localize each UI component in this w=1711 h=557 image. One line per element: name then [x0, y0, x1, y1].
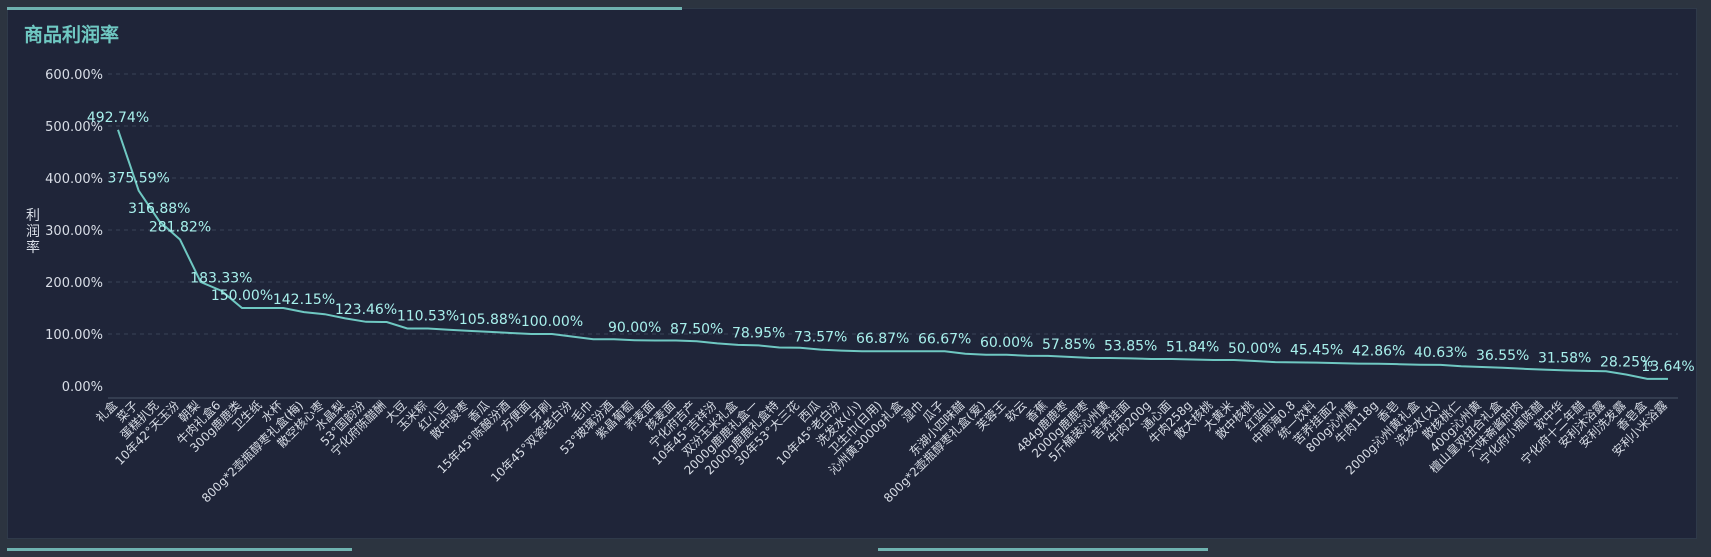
- data-label: 51.84%: [1166, 339, 1219, 355]
- y-tick-label: 0.00%: [62, 380, 103, 395]
- bottom-accent-bar-right: [878, 548, 1208, 551]
- data-label: 375.59%: [108, 171, 170, 187]
- y-axis-label-char: 利: [26, 208, 40, 224]
- y-tick-label: 300.00%: [45, 224, 103, 239]
- data-label: 31.58%: [1538, 350, 1591, 366]
- data-label: 42.86%: [1352, 344, 1405, 360]
- data-label: 142.15%: [273, 292, 335, 308]
- y-axis-ticks: 600.00% 500.00% 400.00% 300.00% 200.00% 100.0…: [45, 68, 103, 395]
- bottom-accent-bar-left: [7, 548, 352, 551]
- data-label: 90.00%: [608, 320, 661, 336]
- x-axis-labels: 礼盒菜子蛋糕扒克10年42°天玉汾朝梨牛肉礼盒6300g鹿鹿类卫生纸水杯800g…: [93, 398, 1671, 506]
- data-label: 281.82%: [149, 219, 211, 235]
- data-label: 53.85%: [1104, 338, 1157, 354]
- data-labels: 492.74% 375.59% 316.88% 281.82% 183.33%150.0…: [87, 110, 1695, 375]
- x-tick-label: 湿巾: [899, 398, 927, 426]
- y-axis-label-char: 润: [26, 224, 40, 240]
- data-label: 73.57%: [794, 330, 847, 346]
- y-axis-label: 利润率: [26, 208, 40, 256]
- y-tick-label: 200.00%: [45, 276, 103, 291]
- data-label: 110.53%: [397, 309, 459, 325]
- data-label: 50.00%: [1228, 341, 1281, 357]
- data-label: 66.87%: [856, 331, 909, 347]
- data-label: 100.00%: [521, 314, 583, 330]
- data-label: 78.95%: [732, 325, 785, 341]
- data-label: 150.00%: [211, 288, 273, 304]
- data-label: 36.55%: [1476, 348, 1529, 364]
- data-label: 492.74%: [87, 110, 149, 126]
- top-accent-bar: [7, 7, 682, 10]
- data-label: 87.50%: [670, 321, 723, 337]
- data-label: 183.33%: [190, 271, 252, 287]
- profit-rate-series: [117, 129, 1668, 380]
- data-label: 123.46%: [335, 302, 397, 318]
- data-label: 66.67%: [918, 331, 971, 347]
- y-tick-label: 100.00%: [45, 328, 103, 343]
- chart-panel: [7, 8, 1697, 539]
- y-tick-label: 500.00%: [45, 120, 103, 135]
- data-label: 57.85%: [1042, 337, 1095, 353]
- y-tick-label: 600.00%: [45, 68, 103, 83]
- data-label: 13.64%: [1641, 359, 1694, 375]
- y-axis-label-char: 率: [26, 239, 40, 256]
- data-label: 45.45%: [1290, 343, 1343, 359]
- data-label: 316.88%: [128, 201, 190, 217]
- y-tick-label: 400.00%: [45, 172, 103, 187]
- data-label: 28.25%: [1600, 355, 1653, 371]
- data-label: 60.00%: [980, 335, 1033, 351]
- chart-title: 商品利润率: [24, 24, 120, 46]
- data-label: 40.63%: [1414, 345, 1467, 361]
- x-tick-label: 礼盒: [93, 398, 121, 426]
- data-label: 105.88%: [459, 312, 521, 328]
- grid-lines: [108, 73, 1678, 335]
